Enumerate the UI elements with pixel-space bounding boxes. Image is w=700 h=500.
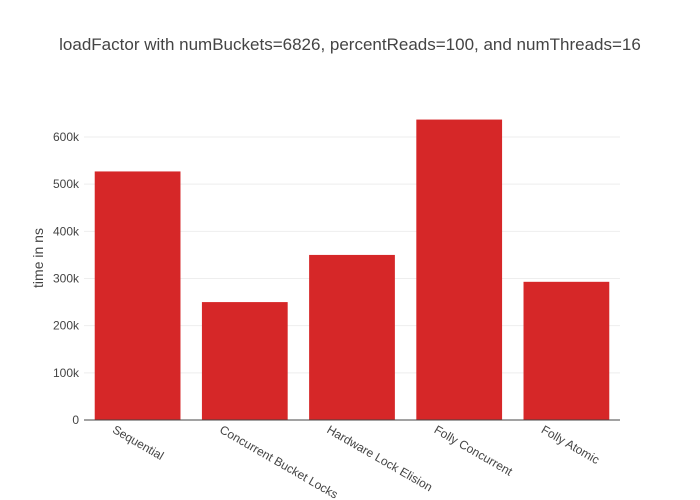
y-tick-label: 300k: [53, 272, 80, 286]
y-tick-label: 100k: [53, 366, 80, 380]
x-tick-label: Folly Concurrent: [432, 422, 516, 478]
bars: [94, 119, 610, 420]
bar[interactable]: [523, 281, 610, 420]
y-axis-ticks: 0 100k 200k 300k 400k 500k 600k: [53, 130, 80, 427]
y-tick-label: 0: [72, 413, 79, 427]
bar[interactable]: [416, 119, 503, 420]
chart-title: loadFactor with numBuckets=6826, percent…: [59, 35, 641, 54]
bar[interactable]: [94, 171, 181, 420]
y-tick-label: 200k: [53, 319, 80, 333]
y-axis-title: time in ns: [30, 228, 46, 288]
x-tick-label: Hardware Lock Elision: [325, 422, 435, 494]
bar[interactable]: [309, 254, 395, 420]
y-tick-label: 400k: [53, 224, 80, 238]
x-tick-label: Folly Atomic: [539, 422, 602, 466]
x-tick-label: Sequential: [110, 422, 166, 462]
x-tick-label: Concurrent Bucket Locks: [217, 422, 340, 500]
y-tick-label: 600k: [53, 130, 80, 144]
y-tick-label: 500k: [53, 177, 80, 191]
bar[interactable]: [201, 302, 288, 420]
x-axis-ticks: Sequential Concurrent Bucket LocksHardwar…: [110, 422, 602, 500]
